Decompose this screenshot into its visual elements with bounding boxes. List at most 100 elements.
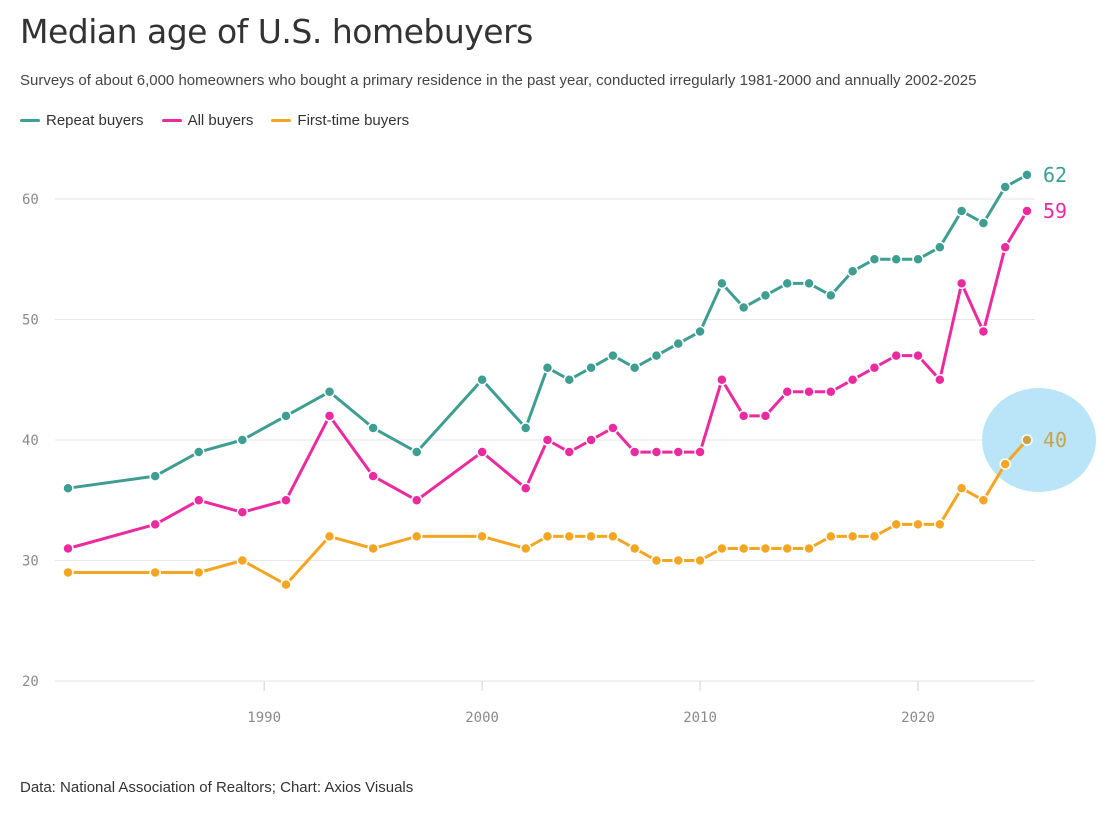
data-point-repeat-buyers-2022 bbox=[955, 205, 968, 217]
data-point-all-buyers-2021 bbox=[934, 374, 946, 386]
end-label-all-buyers: 59 bbox=[1043, 199, 1067, 223]
data-point-all-buyers-2012 bbox=[737, 410, 750, 422]
data-point-first-time-buyers-2018 bbox=[868, 530, 881, 543]
data-point-all-buyers-2023 bbox=[977, 325, 990, 338]
end-label-repeat-buyers: 62 bbox=[1043, 163, 1067, 187]
data-point-all-buyers-2006 bbox=[607, 422, 619, 434]
legend-item-all-buyers[interactable]: All buyers bbox=[161, 112, 254, 129]
data-point-first-time-buyers-2009 bbox=[672, 554, 685, 567]
data-point-all-buyers-1995 bbox=[367, 470, 379, 482]
data-point-all-buyers-1993 bbox=[323, 410, 336, 422]
data-point-repeat-buyers-1989 bbox=[236, 434, 249, 446]
data-point-all-buyers-1987 bbox=[193, 494, 205, 506]
data-point-repeat-buyers-1981 bbox=[62, 482, 74, 494]
data-point-first-time-buyers-1997 bbox=[410, 530, 423, 543]
data-point-all-buyers-1997 bbox=[410, 494, 423, 506]
end-label-first-time-buyers: 40 bbox=[1043, 428, 1067, 452]
data-point-first-time-buyers-2005 bbox=[585, 530, 597, 543]
data-point-first-time-buyers-2013 bbox=[759, 542, 772, 555]
data-point-repeat-buyers-1991 bbox=[280, 410, 292, 422]
data-point-first-time-buyers-2002 bbox=[519, 542, 532, 555]
data-point-first-time-buyers-2021 bbox=[934, 518, 946, 531]
data-point-first-time-buyers-1991 bbox=[280, 578, 292, 591]
data-point-all-buyers-2022 bbox=[955, 277, 968, 290]
data-point-first-time-buyers-1995 bbox=[367, 542, 379, 555]
legend-label-all-buyers: All buyers bbox=[187, 112, 254, 129]
legend-swatch-first-time-buyers bbox=[271, 119, 292, 122]
data-point-repeat-buyers-2016 bbox=[825, 289, 837, 302]
legend-swatch-all-buyers bbox=[161, 119, 182, 122]
series-line-all-buyers bbox=[66, 209, 1029, 550]
series-line-first-time-buyers bbox=[66, 438, 1029, 587]
data-point-all-buyers-2003 bbox=[541, 434, 554, 446]
data-point-all-buyers-2002 bbox=[519, 482, 532, 494]
data-point-first-time-buyers-2003 bbox=[541, 530, 554, 543]
data-point-repeat-buyers-2010 bbox=[694, 325, 706, 338]
data-point-repeat-buyers-1993 bbox=[323, 386, 336, 398]
data-point-all-buyers-2017 bbox=[846, 374, 859, 386]
y-tick-label-50: 50 bbox=[22, 313, 39, 329]
data-point-first-time-buyers-2015 bbox=[803, 542, 815, 555]
data-point-all-buyers-2005 bbox=[585, 434, 597, 446]
data-point-repeat-buyers-2011 bbox=[716, 277, 728, 290]
data-point-first-time-buyers-1989 bbox=[236, 554, 249, 567]
data-point-repeat-buyers-2009 bbox=[672, 337, 685, 350]
data-point-all-buyers-2011 bbox=[716, 374, 728, 386]
data-point-repeat-buyers-1985 bbox=[149, 470, 161, 482]
data-point-first-time-buyers-1987 bbox=[193, 566, 205, 579]
data-point-repeat-buyers-2002 bbox=[519, 422, 532, 434]
y-tick-label-30: 30 bbox=[22, 554, 39, 570]
data-point-repeat-buyers-2018 bbox=[868, 253, 881, 265]
data-point-all-buyers-2007 bbox=[628, 446, 641, 458]
data-point-first-time-buyers-2023 bbox=[977, 494, 990, 506]
data-point-all-buyers-2020 bbox=[912, 349, 924, 362]
data-point-all-buyers-2010 bbox=[694, 446, 706, 458]
data-point-all-buyers-1989 bbox=[236, 506, 249, 519]
data-point-all-buyers-2025 bbox=[1021, 205, 1033, 217]
data-point-repeat-buyers-2019 bbox=[890, 253, 902, 265]
data-point-first-time-buyers-2000 bbox=[476, 530, 488, 543]
data-point-all-buyers-1981 bbox=[62, 542, 74, 555]
data-point-repeat-buyers-2000 bbox=[476, 374, 488, 386]
data-point-first-time-buyers-2004 bbox=[563, 530, 576, 543]
data-point-first-time-buyers-2022 bbox=[955, 482, 968, 494]
data-point-all-buyers-2014 bbox=[781, 386, 793, 398]
data-point-repeat-buyers-2008 bbox=[650, 349, 663, 362]
data-point-first-time-buyers-2007 bbox=[628, 542, 641, 555]
data-point-first-time-buyers-2025 bbox=[1021, 434, 1033, 446]
data-point-first-time-buyers-2016 bbox=[825, 530, 837, 543]
legend-swatch-repeat-buyers bbox=[20, 119, 40, 122]
legend-item-repeat-buyers[interactable]: Repeat buyers bbox=[20, 112, 144, 129]
data-point-repeat-buyers-2023 bbox=[977, 217, 990, 229]
data-point-repeat-buyers-2003 bbox=[541, 361, 554, 374]
legend-item-first-time-buyers[interactable]: First-time buyers bbox=[271, 112, 409, 129]
data-point-first-time-buyers-2011 bbox=[716, 542, 728, 555]
data-point-all-buyers-2008 bbox=[650, 446, 663, 458]
data-point-all-buyers-1985 bbox=[149, 518, 161, 531]
y-tick-label-20: 20 bbox=[22, 674, 39, 690]
x-tick-label-2020: 2020 bbox=[901, 710, 935, 726]
x-tick-label-1990: 1990 bbox=[247, 710, 281, 726]
data-point-first-time-buyers-2020 bbox=[912, 518, 924, 531]
data-point-repeat-buyers-2004 bbox=[563, 374, 576, 386]
data-point-repeat-buyers-2006 bbox=[607, 349, 619, 362]
data-point-all-buyers-2024 bbox=[999, 241, 1011, 253]
data-point-all-buyers-2009 bbox=[672, 446, 685, 458]
data-point-repeat-buyers-2012 bbox=[737, 301, 750, 314]
data-point-first-time-buyers-1985 bbox=[149, 566, 161, 579]
data-point-repeat-buyers-2020 bbox=[912, 253, 924, 265]
data-point-repeat-buyers-2007 bbox=[628, 361, 641, 374]
data-point-repeat-buyers-2013 bbox=[759, 289, 772, 302]
data-point-all-buyers-2019 bbox=[890, 349, 902, 362]
data-point-all-buyers-2000 bbox=[476, 446, 488, 458]
y-tick-label-60: 60 bbox=[22, 192, 39, 208]
data-point-all-buyers-1991 bbox=[280, 494, 292, 506]
x-tick-label-2000: 2000 bbox=[465, 710, 499, 726]
source-note: Data: National Association of Realtors; … bbox=[20, 779, 414, 796]
data-point-first-time-buyers-2019 bbox=[890, 518, 902, 531]
y-tick-label-40: 40 bbox=[22, 433, 39, 449]
data-point-repeat-buyers-1987 bbox=[193, 446, 205, 458]
chart-title: Median age of U.S. homebuyers bbox=[20, 12, 533, 51]
data-point-first-time-buyers-2008 bbox=[650, 554, 663, 567]
